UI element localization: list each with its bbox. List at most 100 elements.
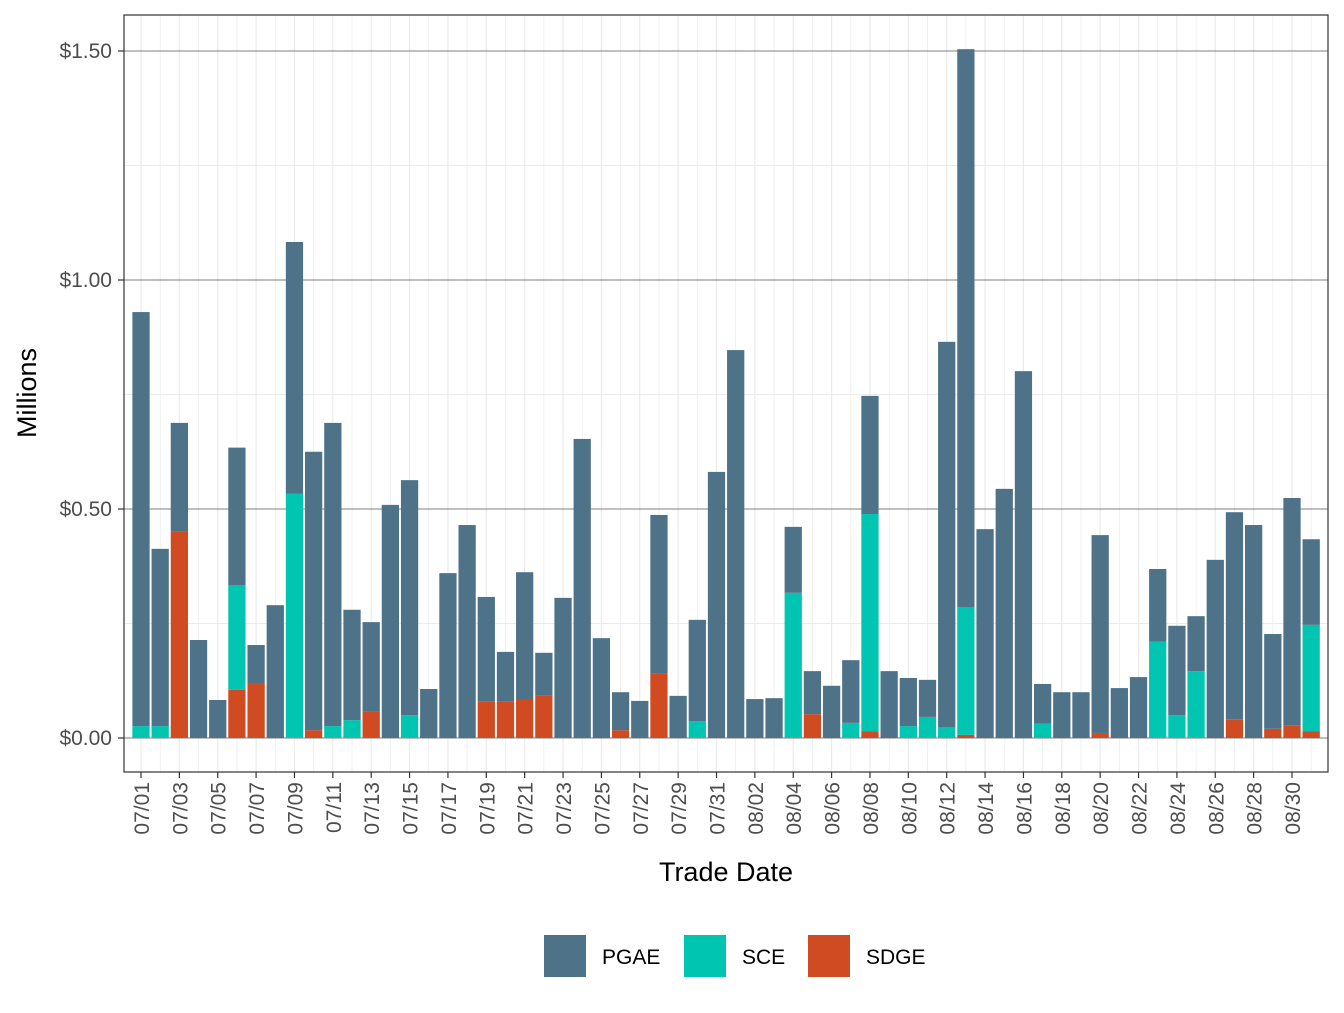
plot-background [124, 15, 1328, 772]
x-axis-title: Trade Date [659, 857, 793, 887]
bar-sce-08-08 [861, 514, 879, 732]
x-tick-label: 07/21 [515, 782, 538, 835]
x-axis: 07/01 07/03 07/05 07/07 07/09 07/11 07/13 07/15… [131, 772, 1305, 835]
x-tick-label: 08/22 [1129, 782, 1152, 835]
bar-pgae-07-08 [266, 605, 284, 738]
bar-pgae-08-10 [899, 678, 917, 727]
x-tick-label: 07/09 [284, 782, 307, 835]
x-tick-label: 08/28 [1244, 782, 1267, 835]
x-tick-label: 08/12 [937, 782, 960, 835]
bar-sce-08-24 [1168, 715, 1186, 738]
bar-pgae-08-12 [938, 341, 956, 728]
bar-pgae-08-03 [765, 698, 783, 738]
x-tick-label: 07/01 [131, 782, 154, 835]
bar-pgae-08-02 [746, 699, 764, 738]
bar-pgae-07-27 [631, 700, 649, 738]
bar-sce-08-04 [784, 592, 802, 738]
bar-sce-08-07 [842, 722, 860, 738]
legend: PGAE SCE SDGE [544, 935, 926, 977]
bar-pgae-07-04 [189, 639, 208, 738]
bar-pgae-07-05 [209, 699, 227, 738]
bar-pgae-07-13 [362, 622, 380, 712]
bar-pgae-08-11 [918, 679, 937, 717]
bar-sdge-07-22 [535, 695, 553, 738]
bar-sce-08-11 [918, 716, 937, 738]
bar-pgae-07-10 [305, 451, 323, 731]
bars [132, 49, 1320, 738]
bar-sdge-07-19 [477, 701, 495, 738]
bar-sdge-07-03 [170, 531, 188, 738]
bar-pgae-07-24 [573, 438, 591, 738]
bar-pgae-07-29 [669, 695, 687, 738]
bar-sdge-08-27 [1225, 719, 1244, 738]
legend-key-pgae [544, 935, 586, 977]
legend-label-sdge: SDGE [866, 946, 926, 969]
bar-sce-08-23 [1149, 641, 1167, 738]
bar-pgae-08-31 [1302, 539, 1320, 625]
bar-pgae-07-30 [688, 619, 706, 722]
x-tick-label: 07/27 [630, 782, 653, 835]
bar-pgae-08-24 [1168, 625, 1186, 716]
bar-sce-08-13 [957, 607, 975, 735]
bar-pgae-07-18 [458, 525, 476, 738]
bar-pgae-08-09 [880, 671, 898, 738]
bar-pgae-07-06 [228, 447, 246, 586]
bar-pgae-07-25 [592, 638, 611, 738]
bar-sdge-07-10 [305, 730, 323, 738]
bar-sdge-08-20 [1091, 732, 1109, 738]
bar-pgae-07-01 [132, 312, 150, 727]
bar-sce-07-01 [132, 726, 150, 738]
grid [124, 15, 1328, 772]
bar-sdge-07-06 [228, 689, 246, 738]
bar-sdge-08-13 [957, 734, 975, 738]
x-tick-label: 07/31 [707, 782, 730, 835]
x-tick-label: 08/26 [1205, 782, 1228, 835]
x-tick-label: 07/29 [668, 782, 691, 835]
legend-key-sce [684, 935, 726, 977]
bar-sce-08-10 [899, 726, 917, 738]
bar-sce-08-12 [938, 727, 956, 738]
x-tick-label: 08/04 [783, 782, 806, 835]
bar-pgae-07-16 [420, 688, 438, 738]
bar-sdge-08-08 [861, 731, 879, 738]
bar-sdge-08-29 [1264, 728, 1282, 738]
bar-sdge-07-28 [650, 673, 668, 738]
bar-sdge-08-31 [1302, 731, 1320, 738]
bar-pgae-08-15 [995, 488, 1013, 738]
bar-pgae-07-21 [516, 572, 534, 700]
bar-sce-07-12 [343, 720, 361, 738]
bar-pgae-08-13 [957, 49, 975, 608]
x-tick-label: 08/18 [1052, 782, 1075, 835]
bar-pgae-07-19 [477, 596, 495, 702]
y-tick-label: $0.50 [59, 498, 112, 521]
bar-pgae-07-09 [285, 241, 304, 494]
y-tick-label: $1.50 [59, 40, 112, 63]
x-tick-label: 07/03 [169, 782, 192, 835]
bar-pgae-07-03 [170, 422, 188, 532]
bar-pgae-07-11 [324, 422, 342, 727]
bar-pgae-07-17 [439, 573, 457, 738]
bar-pgae-08-23 [1149, 568, 1167, 642]
bar-sdge-07-26 [611, 730, 630, 738]
bar-pgae-08-08 [861, 395, 879, 515]
x-tick-label: 08/30 [1282, 782, 1305, 835]
bar-pgae-07-23 [554, 597, 572, 738]
bar-pgae-08-25 [1187, 616, 1205, 672]
bar-pgae-08-18 [1053, 692, 1071, 738]
bar-pgae-08-22 [1129, 677, 1148, 738]
bar-pgae-08-06 [822, 685, 841, 738]
legend-key-sdge [808, 935, 850, 977]
bar-pgae-08-01 [727, 350, 745, 738]
bar-pgae-07-12 [343, 609, 361, 721]
bar-sdge-08-05 [803, 714, 822, 738]
bar-sce-08-31 [1302, 624, 1320, 732]
x-tick-label: 07/15 [400, 782, 423, 835]
bar-sce-07-02 [151, 726, 169, 738]
bar-pgae-08-19 [1072, 692, 1090, 738]
bar-sdge-08-30 [1283, 725, 1301, 738]
x-tick-label: 07/05 [208, 782, 231, 835]
bar-sdge-07-21 [516, 699, 534, 738]
bar-pgae-08-27 [1225, 512, 1244, 720]
bar-pgae-07-26 [611, 692, 630, 731]
